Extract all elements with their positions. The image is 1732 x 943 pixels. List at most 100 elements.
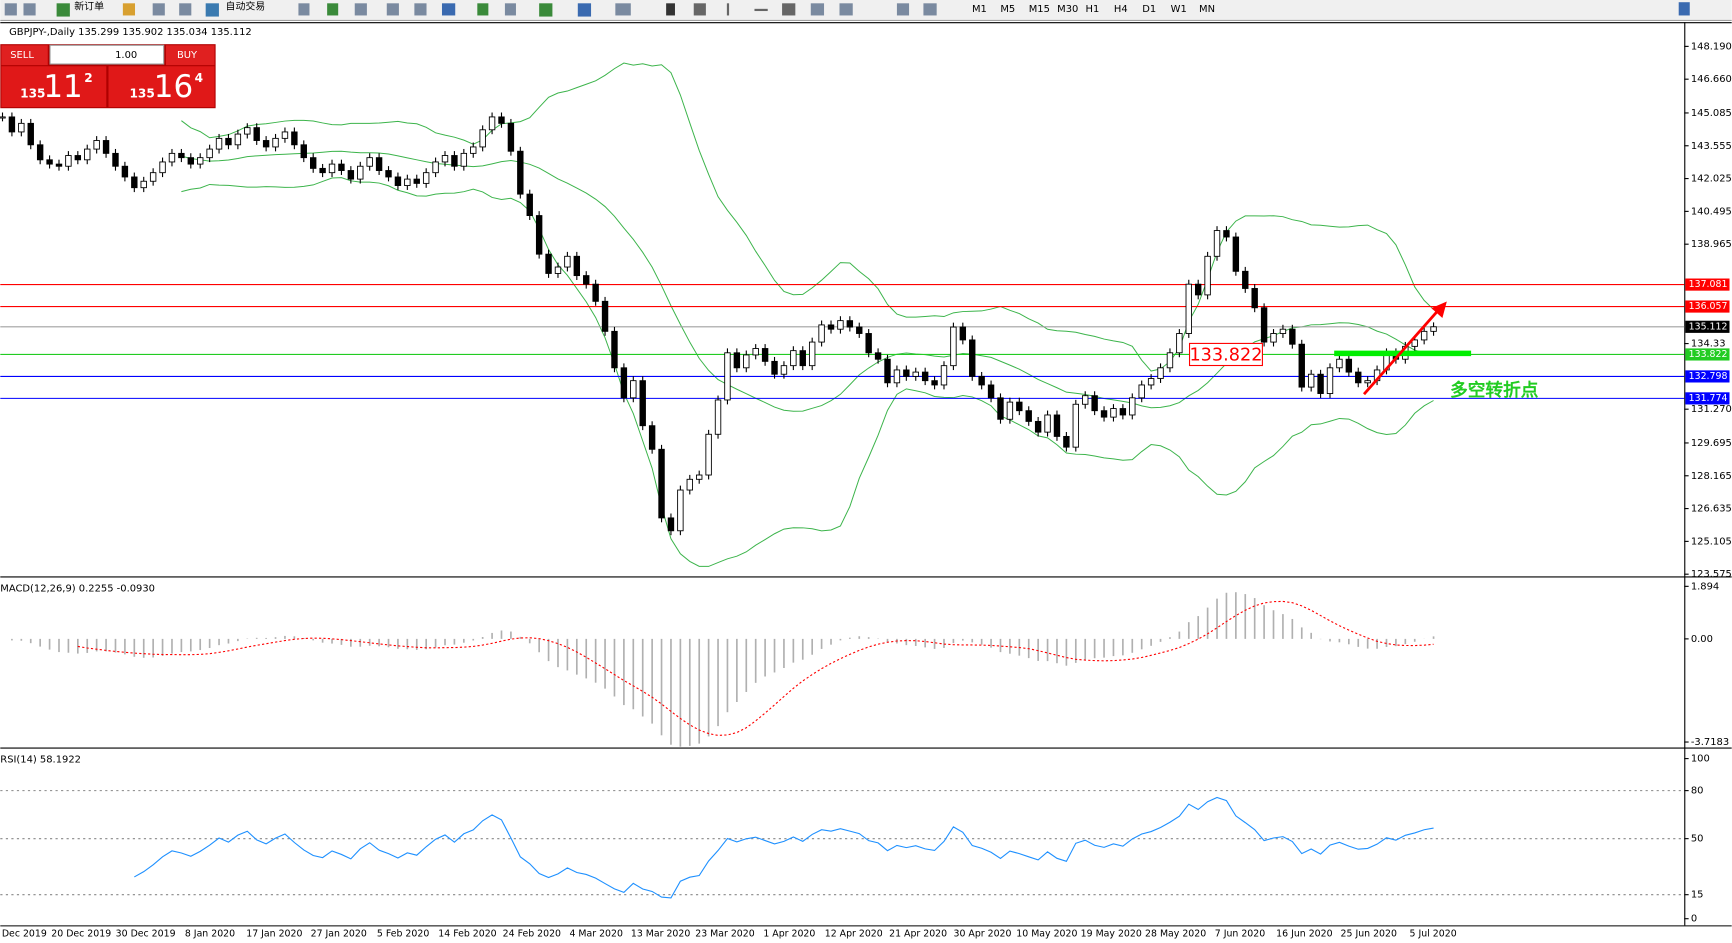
candle-body — [178, 152, 185, 159]
sell-button[interactable] — [1, 45, 48, 66]
sell-label[interactable]: SELL — [10, 50, 34, 61]
x-tick-label: 10 May 2020 — [1016, 929, 1077, 940]
candle-body — [8, 116, 16, 133]
candle-body — [36, 144, 44, 161]
timeframe-button[interactable]: M30 — [1057, 4, 1078, 15]
x-tick-label: 24 Feb 2020 — [503, 929, 561, 940]
candle-body — [696, 474, 703, 480]
candle-body — [1110, 408, 1117, 418]
candle-body — [488, 116, 496, 131]
candle-body — [121, 165, 129, 178]
x-tick-label: 13 Mar 2020 — [631, 929, 690, 940]
y-tick-label: 50 — [1691, 834, 1704, 845]
candle-body — [375, 157, 383, 171]
candle-body — [921, 371, 929, 382]
sell-price-box[interactable] — [1, 66, 107, 108]
buy-button[interactable] — [165, 45, 215, 66]
candle-body — [1006, 401, 1014, 420]
candle-body — [950, 326, 957, 367]
candle-body — [498, 116, 505, 124]
level-label-bg — [1685, 300, 1730, 313]
new-order-button[interactable]: 新订单 — [74, 0, 104, 13]
candle-body — [639, 380, 646, 427]
x-tick-label: 11 Dec 2019 — [0, 929, 47, 940]
lots-value[interactable]: 1.00 — [115, 50, 137, 61]
candle-body — [780, 365, 788, 375]
timeframe-button[interactable]: MN — [1199, 4, 1215, 15]
candle-body — [1420, 330, 1428, 341]
lots-input[interactable] — [49, 44, 165, 65]
level-label: 131.774 — [1689, 393, 1728, 404]
timeframe-button[interactable]: M1 — [972, 4, 987, 15]
timeframe-button[interactable]: H4 — [1114, 4, 1128, 15]
candle-body — [187, 157, 195, 165]
toolbar-icons — [4, 2, 1690, 17]
y-tick-label: 146.660 — [1691, 74, 1732, 85]
trend-arrow — [1362, 307, 1442, 396]
timeframe-button[interactable]: M5 — [1000, 4, 1015, 15]
candle-body — [1232, 236, 1240, 272]
candle-body — [262, 140, 270, 148]
candle-body — [611, 330, 618, 369]
candle-body — [827, 324, 835, 330]
candle-body — [225, 137, 232, 146]
timeframe-button[interactable]: D1 — [1142, 4, 1156, 15]
candle-body — [771, 360, 778, 375]
candle-body — [1034, 420, 1042, 433]
candle-body — [912, 371, 919, 377]
candle-body — [93, 140, 100, 150]
candle-body — [564, 255, 571, 268]
y-tick-label: 134.33 — [1691, 339, 1726, 350]
x-tick-label: 30 Apr 2020 — [954, 929, 1012, 940]
x-tick-label: 12 Apr 2020 — [825, 929, 883, 940]
candle-body — [168, 152, 176, 163]
timeframe-button[interactable]: H1 — [1086, 4, 1100, 15]
buy-label[interactable]: BUY — [177, 50, 198, 61]
candle-body — [432, 161, 439, 174]
candle-body — [1242, 270, 1249, 289]
y-tick-label: 138.965 — [1691, 239, 1732, 250]
candle-body — [1204, 255, 1211, 296]
candle-body — [799, 350, 806, 367]
x-tick-label: 20 Dec 2019 — [51, 929, 111, 940]
candle-body — [451, 155, 458, 167]
candle-body — [1016, 401, 1023, 412]
timeframe-button[interactable]: M15 — [1029, 4, 1050, 15]
y-tick-label: 1.894 — [1691, 581, 1719, 592]
plot: 148.190 146.660 145.085 143.555 142.025 140.4… — [0, 41, 1732, 940]
y-tick-label: 143.555 — [1691, 141, 1732, 152]
candle-body — [309, 157, 317, 169]
annotation-price: 133.822 — [1189, 346, 1262, 366]
buy-price-box[interactable] — [108, 66, 215, 108]
auto-trade-button[interactable]: 自动交易 — [226, 0, 266, 13]
candle-body — [620, 367, 628, 399]
candle-body — [84, 148, 91, 161]
timeframe-bar: M1 M5 M15 M30 H1 H4 D1 W1 MN — [972, 4, 1215, 15]
candle-body — [197, 157, 204, 165]
x-tick-label: 5 Jul 2020 — [1410, 929, 1457, 940]
candle-body — [319, 167, 326, 174]
candle-body — [1082, 395, 1089, 405]
annotation-text: 多空转折点 — [1450, 379, 1539, 401]
timeframe-button[interactable]: W1 — [1171, 4, 1187, 15]
buy-price-sup: 4 — [195, 71, 203, 85]
candle-body — [244, 127, 251, 135]
candle-body — [460, 152, 468, 167]
candle-body — [940, 365, 948, 386]
candle-body — [959, 326, 967, 341]
candle-body — [55, 163, 63, 167]
candle-body — [1223, 230, 1230, 238]
candle-body — [969, 339, 976, 377]
x-tick-label: 5 Feb 2020 — [377, 929, 429, 940]
candle-body — [987, 384, 995, 399]
candle-body — [0, 116, 6, 119]
candle-body — [1345, 358, 1353, 373]
candle-body — [206, 148, 213, 159]
candle-body — [846, 320, 854, 328]
candle-body — [837, 320, 844, 330]
candle-body — [1166, 352, 1174, 369]
candle-body — [1251, 288, 1258, 309]
candle-body — [1279, 328, 1287, 334]
